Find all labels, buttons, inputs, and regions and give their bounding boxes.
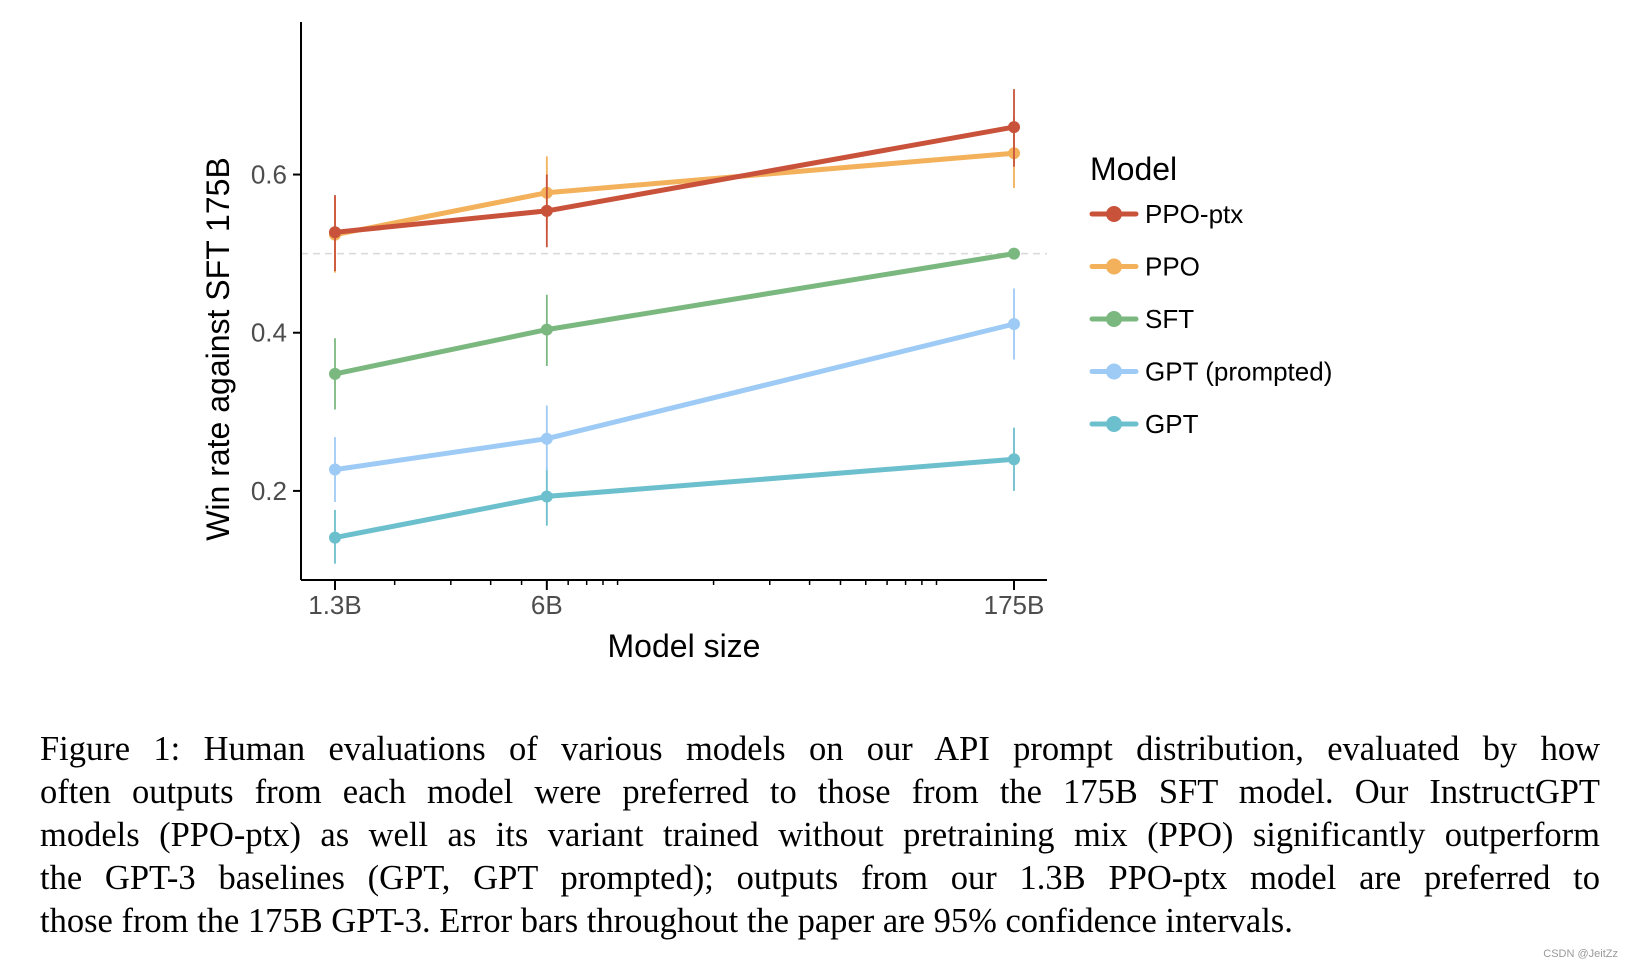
data-point [540, 204, 553, 217]
caption-line: Figure 1: Human evaluations of various m… [40, 730, 1600, 768]
caption-line: often outputs from each model were prefe… [40, 773, 1600, 811]
y-tick-label: 0.4 [251, 318, 287, 348]
legend-swatch-point [1106, 258, 1122, 275]
legend-swatch-point [1106, 206, 1122, 222]
data-point [1008, 318, 1020, 331]
legend-title: Model [1090, 151, 1177, 187]
series-ppo [329, 117, 1020, 273]
data-point [540, 323, 553, 336]
series-line [332, 251, 1017, 377]
series-sft [329, 247, 1020, 410]
legend-item: SFT [1089, 304, 1194, 334]
x-tick-label: 1.3B [308, 590, 362, 620]
legend-label: GPT [1145, 409, 1199, 439]
data-point [329, 463, 341, 476]
legend-swatch-point [1106, 416, 1122, 432]
caption-line: those from the 175B GPT-3. Error bars th… [40, 902, 1293, 940]
legend-label: PPO-ptx [1145, 199, 1243, 229]
plot-area: 0.2 0.4 0.6 1.3B 6B 175B Model size Win rate ag… [200, 22, 1047, 664]
data-point [540, 490, 553, 503]
legend-label: SFT [1145, 304, 1194, 334]
series-gpt [329, 427, 1020, 564]
series-line [332, 456, 1017, 541]
data-point [1008, 121, 1020, 134]
legend: Model PPO-ptx PPO SFT GPT (prompted) GPT [1089, 151, 1332, 439]
x-axis-title: Model size [608, 628, 761, 664]
legend-item: PPO [1089, 252, 1200, 282]
data-point [329, 226, 341, 239]
data-point [1008, 453, 1020, 466]
y-tick-label: 0.2 [251, 476, 287, 506]
series-ppo-ptx [329, 89, 1020, 272]
x-tick-label: 6B [531, 590, 563, 620]
figure-caption: Figure 1: Human evaluations of various m… [40, 728, 1600, 943]
caption-line: the GPT-3 baselines (GPT, GPT prompted);… [40, 859, 1600, 897]
legend-item: PPO-ptx [1089, 199, 1243, 229]
caption-line: models (PPO-ptx) as well as its variant … [40, 816, 1600, 854]
y-axis-title: Win rate against SFT 175B [200, 157, 236, 541]
series-line [332, 321, 1017, 473]
legend-swatch-point [1106, 311, 1122, 327]
series-gpt-prompted- [329, 288, 1020, 502]
data-point [540, 432, 553, 445]
watermark: CSDN @JeitZz [1543, 948, 1618, 960]
data-point [329, 531, 341, 544]
x-tick-label: 175B [984, 590, 1045, 620]
data-point [329, 367, 341, 380]
legend-item: GPT [1089, 409, 1199, 439]
legend-label: PPO [1145, 252, 1200, 282]
legend-label: GPT (prompted) [1145, 357, 1332, 387]
legend-swatch-point [1106, 363, 1122, 380]
data-point [1008, 247, 1020, 260]
y-tick-label: 0.6 [251, 160, 287, 190]
legend-item: GPT (prompted) [1089, 357, 1332, 387]
